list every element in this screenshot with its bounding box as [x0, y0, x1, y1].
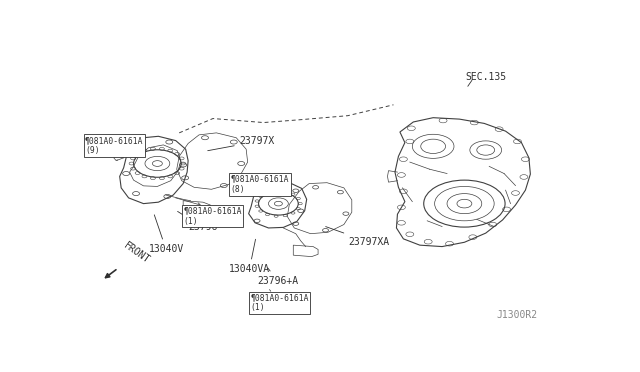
Text: 23797XA: 23797XA — [326, 227, 389, 247]
Text: 23796: 23796 — [177, 211, 218, 232]
Text: 13040V: 13040V — [148, 215, 184, 254]
Text: ¶081A0-6161A
(8): ¶081A0-6161A (8) — [231, 175, 289, 194]
Text: ¶081A0-6161A
(9): ¶081A0-6161A (9) — [85, 136, 143, 160]
Text: ¶081A0-6161A
(1): ¶081A0-6161A (1) — [183, 203, 242, 226]
Text: 23796+A: 23796+A — [257, 268, 299, 286]
Text: ¶081A0-6161A
(1): ¶081A0-6161A (1) — [250, 289, 308, 312]
Text: J1300R2: J1300R2 — [497, 310, 538, 320]
Text: 13040VA: 13040VA — [229, 239, 270, 275]
Text: 23797X: 23797X — [208, 137, 275, 151]
Text: SEC.135: SEC.135 — [465, 72, 506, 82]
Text: FRONT: FRONT — [122, 240, 152, 265]
